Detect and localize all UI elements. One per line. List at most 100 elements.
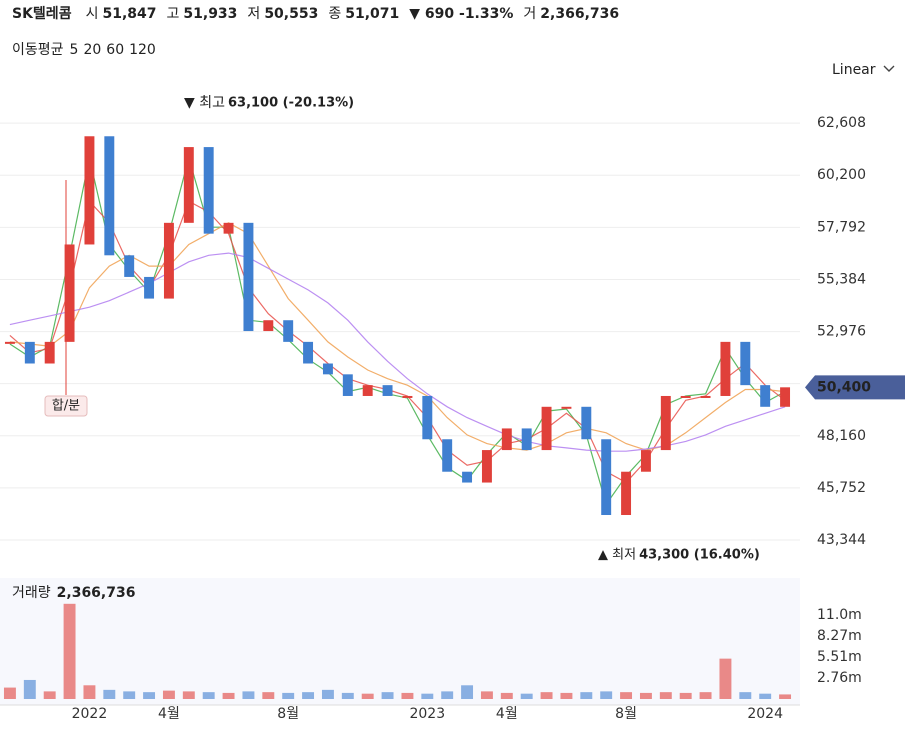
volume-bar (63, 603, 76, 699)
candle (621, 471, 632, 516)
volume-tick-label: 2.76m (817, 670, 862, 686)
volume-bar (560, 692, 573, 699)
volume-tick-label: 8.27m (817, 628, 862, 644)
volume-value: 2,366,736 (57, 585, 136, 601)
volume-title: 거래량 (12, 585, 51, 601)
volume-bar (639, 692, 652, 699)
volume-bar (580, 692, 593, 699)
x-tick-label: 4월 (496, 706, 518, 722)
candle (144, 276, 155, 299)
price-badge-label: 50,400 (817, 379, 871, 395)
header-label: 종 (328, 6, 341, 22)
volume-tick-label: 11.0m (817, 607, 862, 623)
candle (64, 244, 75, 342)
candle (581, 406, 592, 440)
y-tick-label: 52,976 (817, 324, 866, 340)
y-tick-label: 48,160 (817, 428, 866, 444)
x-tick-label: 2022 (72, 706, 108, 722)
candle (521, 428, 532, 451)
header-value: 2,366,736 (540, 6, 619, 22)
high-value: 63,100 (-20.13%) (228, 96, 354, 111)
candle (501, 428, 512, 451)
volume-tick-label: 5.51m (817, 649, 862, 665)
high-label: ▼ 최고 (184, 95, 225, 111)
x-tick-label: 8월 (615, 706, 637, 722)
ma-line (9, 155, 786, 506)
candle (203, 147, 214, 234)
split-badge (44, 395, 88, 417)
legend-entry: 60 (106, 42, 124, 58)
volume-bar (3, 687, 16, 699)
volume-bar (143, 692, 156, 699)
header-label: 시 (86, 6, 99, 22)
chevron[interactable] (883, 65, 895, 72)
candle (561, 406, 572, 409)
candle (342, 374, 353, 396)
header-label: 고 (167, 6, 180, 22)
candle (481, 450, 492, 483)
candle (720, 341, 731, 396)
x-tick-label: 2024 (747, 706, 783, 722)
volume-bar (480, 691, 493, 699)
candle (4, 341, 15, 344)
candle (24, 341, 35, 364)
volume-bar (321, 689, 334, 699)
candle (680, 395, 691, 398)
scale-select[interactable]: Linear (832, 62, 876, 78)
candle (84, 136, 95, 245)
candle (44, 341, 55, 364)
volume-bar (23, 679, 36, 699)
volume-bar (103, 689, 116, 699)
stock-name: SK텔레콤 (12, 6, 72, 22)
candle (660, 395, 671, 451)
volume-bar (739, 692, 752, 699)
legend-entry: 20 (83, 42, 101, 58)
volume-bar (600, 691, 613, 699)
header-label: 거 (523, 6, 536, 22)
y-tick-label: 45,752 (817, 480, 866, 496)
header-value: 51,071 (345, 6, 399, 22)
candle (640, 450, 651, 472)
candle (382, 385, 393, 396)
candle (243, 222, 254, 332)
candle (283, 320, 294, 342)
volume-panel (0, 578, 800, 705)
volume-bar (341, 692, 354, 699)
legend-entry: 120 (129, 42, 156, 58)
candle (740, 341, 751, 386)
candle (462, 471, 473, 483)
volume-bar (182, 691, 195, 699)
volume-bar (679, 692, 692, 699)
volume-bar (282, 692, 295, 699)
x-tick-label: 2023 (409, 706, 445, 722)
volume-bar (202, 692, 215, 699)
volume-bar (540, 692, 553, 699)
volume-bar (381, 692, 394, 699)
x-tick-label: 4월 (158, 706, 180, 722)
volume-bar (242, 691, 255, 699)
candle (422, 395, 433, 440)
candle (163, 222, 174, 299)
volume-bar (123, 691, 136, 699)
volume-bar (461, 685, 474, 699)
candle (601, 439, 612, 516)
y-tick-label: 55,384 (817, 271, 866, 287)
y-tick-label: 60,200 (817, 167, 866, 183)
candle (223, 222, 234, 234)
volume-bar (759, 693, 772, 699)
volume-bar (361, 693, 374, 699)
volume-bar (620, 692, 633, 699)
header-value: 50,553 (264, 6, 318, 22)
volume-bar (302, 692, 315, 699)
candle (700, 395, 711, 398)
candle (303, 341, 314, 364)
low-label: ▲ 최저 (598, 548, 636, 563)
candle (780, 387, 791, 407)
volume-bar (421, 693, 434, 699)
candle (183, 147, 194, 223)
low-value: 43,300 (16.40%) (639, 548, 760, 563)
candle (362, 385, 373, 396)
price-badge (805, 375, 905, 400)
